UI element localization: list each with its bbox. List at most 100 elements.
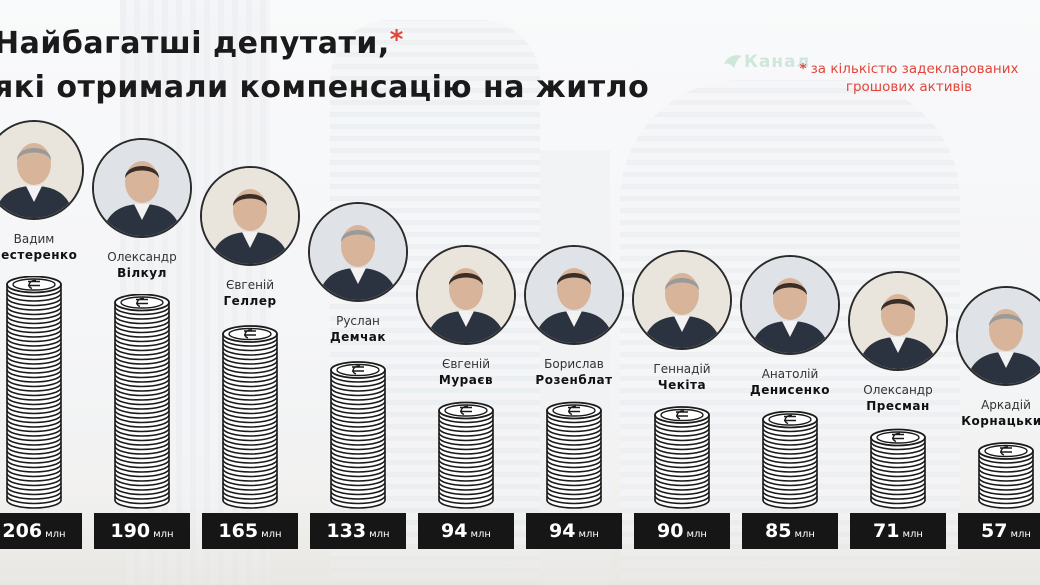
deputy-name: Аркадій Корнацький [946,397,1040,429]
portrait-graphic [850,273,946,369]
value-number: 206 [2,520,43,542]
value-number: 57 [981,520,1008,542]
deputy-name: Євгеній Мураєв [406,356,526,388]
portrait-graphic [94,140,190,236]
value-number: 165 [218,520,259,542]
deputy-last-name: Чекіта [657,378,707,392]
coin-stack [654,406,710,509]
deputy-first-name: Борислав [544,357,604,371]
deputy-last-name: Денисенко [750,383,830,397]
footnote-text: за кількістю задекларованих грошових акт… [810,61,1019,95]
value-unit: млн [902,529,923,540]
channel-logo: Канал [722,50,809,76]
value-unit: млн [794,529,815,540]
deputy-last-name: Геллер [223,294,277,308]
deputy-last-name: Корнацький [961,414,1040,428]
coin-stack [870,428,926,509]
value-unit: млн [470,529,491,540]
deputy-portrait [0,120,84,220]
deputy-first-name: Вадим [13,232,55,246]
value-label: 94 млн [418,513,514,549]
deputy-name: Руслан Демчак [298,313,418,345]
deputy-name: Олександр Пресман [838,382,958,414]
deputy-first-name: Євгеній [441,357,491,371]
value-label: 190 млн [94,513,190,549]
value-number: 94 [549,520,576,542]
portrait-graphic [310,204,406,300]
bird-logo-icon [724,55,742,68]
deputy-name: Вадим Нестеренко [0,231,94,263]
value-label: 90 млн [634,513,730,549]
value-unit: млн [686,529,707,540]
value-label: 133 млн [310,513,406,549]
deputy-first-name: Руслан [336,314,380,328]
coin-stack [114,294,170,509]
value-number: 90 [657,520,684,542]
chart-title: Найбагатші депутати,* які отримали компе… [0,22,649,110]
deputy-portrait [848,271,948,371]
portrait-graphic [634,252,730,348]
deputy-portrait [740,255,840,355]
deputy-last-name: Розенблат [535,373,613,387]
deputy-last-name: Пресман [866,399,930,413]
deputy-portrait [416,245,516,345]
value-unit: млн [153,529,174,540]
deputy-name: Анатолій Денисенко [730,366,850,398]
title-line-1: Найбагатші депутати, [0,26,390,61]
coin-stack [762,411,818,509]
footnote: * за кількістю задекларованих грошових ак… [778,60,1040,96]
value-unit: млн [369,529,390,540]
deputy-portrait [308,202,408,302]
deputy-first-name: Анатолій [761,367,819,381]
deputy-name: Геннадій Чекіта [622,361,742,393]
deputy-portrait [200,166,300,266]
value-label: 206 млн [0,513,82,549]
value-number: 85 [765,520,792,542]
coin-stack [330,361,386,509]
deputy-last-name: Демчак [329,330,387,344]
title-line-2: які отримали компенсацію на житло [0,70,650,105]
value-number: 190 [110,520,151,542]
value-unit: млн [261,529,282,540]
footnote-asterisk: * [799,61,807,77]
value-label: 94 млн [526,513,622,549]
value-number: 71 [873,520,900,542]
value-label: 57 млн [958,513,1040,549]
coin-stack [222,325,278,509]
coin-stack [978,442,1034,509]
value-unit: млн [45,529,66,540]
portrait-graphic [202,168,298,264]
deputy-portrait [524,245,624,345]
value-number: 94 [441,520,468,542]
value-unit: млн [1010,529,1031,540]
title-asterisk: * [389,25,404,55]
deputy-first-name: Аркадій [981,398,1031,412]
portrait-graphic [418,247,514,343]
coin-stack [438,401,494,509]
coin-stack [6,276,62,509]
portrait-graphic [0,122,82,218]
portrait-graphic [742,257,838,353]
deputy-last-name: Нестеренко [0,248,78,262]
value-label: 165 млн [202,513,298,549]
deputy-first-name: Олександр [107,250,177,264]
value-label: 85 млн [742,513,838,549]
deputy-first-name: Олександр [863,383,933,397]
deputy-last-name: Вілкул [117,266,167,280]
deputy-portrait [632,250,732,350]
portrait-graphic [958,288,1040,384]
deputy-first-name: Геннадій [653,362,711,376]
deputy-name: Євгеній Геллер [190,277,310,309]
logo-text: Канал [744,52,811,72]
deputy-portrait [956,286,1040,386]
portrait-graphic [526,247,622,343]
deputy-portrait [92,138,192,238]
deputy-name: Борислав Розенблат [514,356,634,388]
coin-stack [546,401,602,509]
value-label: 71 млн [850,513,946,549]
value-unit: млн [578,529,599,540]
deputy-first-name: Євгеній [225,278,275,292]
deputy-name: Олександр Вілкул [82,249,202,281]
value-number: 133 [326,520,367,542]
